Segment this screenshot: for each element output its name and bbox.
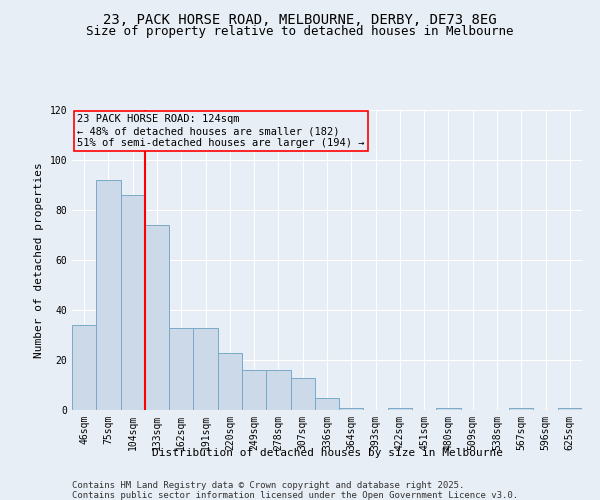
Bar (193, 328, 218, 410)
Text: 23, PACK HORSE ROAD, MELBOURNE, DERBY, DE73 8EG: 23, PACK HORSE ROAD, MELBOURNE, DERBY, D… (103, 12, 497, 26)
Bar (218, 352, 242, 410)
Bar (72, 325, 96, 410)
Bar (242, 370, 266, 410)
Text: 23 PACK HORSE ROAD: 124sqm
← 48% of detached houses are smaller (182)
51% of sem: 23 PACK HORSE ROAD: 124sqm ← 48% of deta… (77, 114, 365, 148)
Bar (339, 408, 364, 410)
Text: Contains HM Land Registry data © Crown copyright and database right 2025.: Contains HM Land Registry data © Crown c… (72, 481, 464, 490)
Bar (315, 398, 339, 410)
Text: Contains public sector information licensed under the Open Government Licence v3: Contains public sector information licen… (72, 491, 518, 500)
Bar (558, 408, 582, 410)
Bar (121, 195, 145, 410)
Bar (266, 370, 290, 410)
Bar (96, 180, 121, 410)
Bar (290, 378, 315, 410)
Y-axis label: Number of detached properties: Number of detached properties (34, 162, 44, 358)
Bar (388, 408, 412, 410)
Text: Distribution of detached houses by size in Melbourne: Distribution of detached houses by size … (151, 448, 503, 458)
Bar (509, 408, 533, 410)
Bar (436, 408, 461, 410)
Bar (145, 225, 169, 410)
Bar (169, 328, 193, 410)
Text: Size of property relative to detached houses in Melbourne: Size of property relative to detached ho… (86, 25, 514, 38)
